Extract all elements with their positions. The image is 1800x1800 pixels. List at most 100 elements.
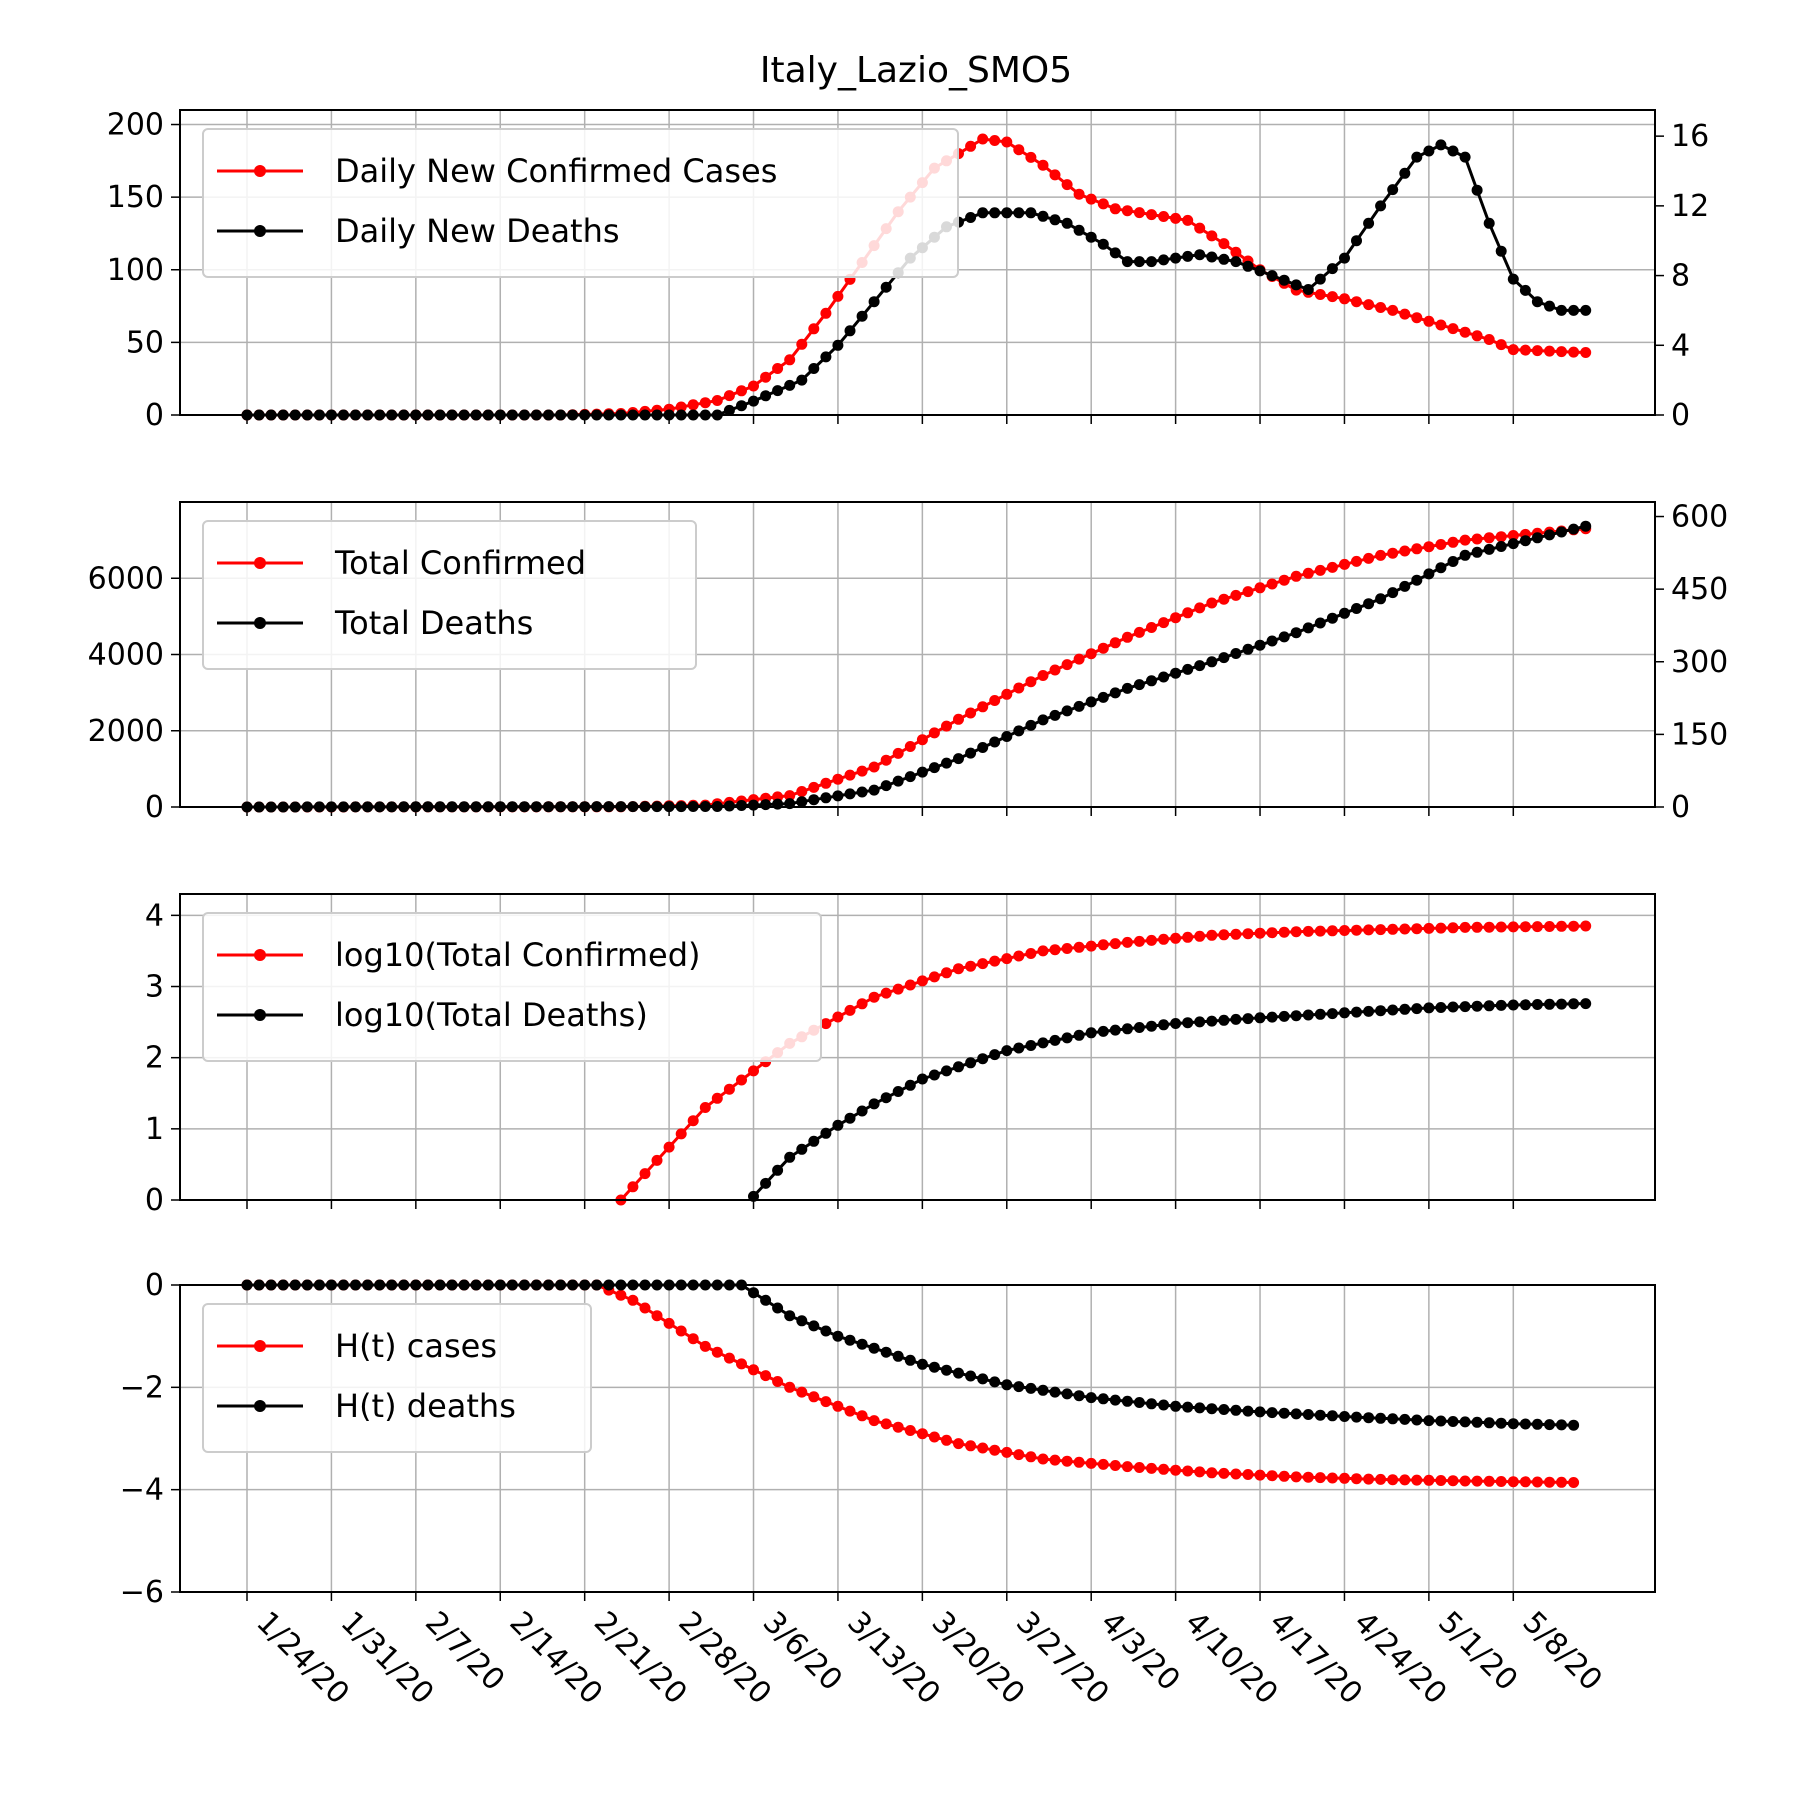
data-point	[856, 1105, 868, 1117]
data-point	[1266, 1011, 1278, 1023]
x-tick-label: 3/20/20	[925, 1605, 1032, 1712]
data-point	[1097, 238, 1109, 250]
data-point	[1580, 520, 1592, 532]
data-point	[723, 1352, 735, 1364]
data-point	[953, 1438, 964, 1450]
data-point	[1531, 532, 1543, 544]
legend-label: H(t) deaths	[335, 1387, 516, 1425]
data-point	[1423, 1002, 1435, 1014]
data-point	[1061, 1388, 1073, 1400]
data-point	[1182, 607, 1194, 619]
data-point	[1085, 193, 1097, 205]
data-point	[1242, 1013, 1254, 1025]
data-point	[1085, 648, 1097, 660]
data-point	[760, 390, 772, 402]
data-point	[1339, 252, 1350, 264]
data-point	[1025, 207, 1037, 219]
data-point	[1459, 1001, 1471, 1013]
data-point	[1399, 167, 1411, 179]
data-point	[1037, 945, 1049, 957]
data-point	[772, 1302, 784, 1314]
data-point	[1363, 299, 1375, 311]
data-point	[844, 1405, 856, 1417]
data-point	[1290, 279, 1302, 291]
data-point	[844, 1112, 856, 1124]
data-point	[1109, 203, 1121, 215]
data-point	[1435, 539, 1447, 550]
data-point	[1314, 1409, 1326, 1421]
data-point	[760, 1370, 772, 1382]
data-point	[941, 1434, 952, 1446]
data-point	[1290, 1408, 1302, 1420]
data-point	[953, 753, 964, 765]
data-point	[1459, 549, 1471, 561]
data-point	[784, 1310, 796, 1322]
data-point	[820, 1325, 832, 1337]
data-point	[1061, 179, 1073, 191]
data-point	[1387, 1004, 1399, 1016]
data-point	[856, 786, 868, 798]
data-point	[1266, 927, 1278, 939]
data-point	[1073, 224, 1085, 236]
data-point	[1146, 1462, 1157, 1474]
data-point	[1326, 561, 1338, 573]
data-point	[989, 955, 1001, 967]
data-point	[868, 784, 880, 796]
data-point	[1435, 319, 1447, 331]
data-point	[904, 1079, 916, 1091]
data-point	[1085, 1457, 1097, 1469]
data-point	[1435, 922, 1447, 934]
data-point	[1049, 1034, 1061, 1046]
data-point	[808, 1135, 820, 1147]
data-point	[1314, 1008, 1326, 1020]
data-point	[1254, 927, 1266, 939]
data-point	[1049, 944, 1061, 956]
data-point	[1206, 656, 1218, 668]
data-point	[1375, 549, 1387, 561]
data-point	[1230, 928, 1242, 940]
data-point	[1206, 251, 1218, 263]
data-point	[953, 1061, 964, 1073]
data-point	[1302, 284, 1314, 295]
data-point	[844, 788, 856, 800]
data-point	[916, 1428, 928, 1440]
data-point	[1109, 637, 1121, 649]
data-point	[1447, 556, 1459, 567]
legend-marker	[254, 617, 266, 629]
data-point	[1326, 291, 1338, 303]
data-point	[736, 1074, 747, 1086]
data-point	[1339, 558, 1350, 570]
data-point	[796, 786, 808, 797]
data-point	[1435, 139, 1447, 151]
data-point	[1001, 953, 1013, 965]
data-point	[1001, 1045, 1013, 1057]
data-point	[928, 762, 940, 774]
data-point	[965, 960, 977, 972]
data-point	[711, 395, 723, 406]
data-point	[1387, 587, 1399, 599]
chart-title: Italy_Lazio_SMO5	[760, 50, 1072, 91]
data-point	[1266, 270, 1278, 282]
data-point	[1097, 198, 1109, 210]
data-point	[844, 769, 856, 781]
data-point	[1519, 344, 1531, 356]
x-tick-label: 4/10/20	[1178, 1605, 1285, 1712]
data-point	[1097, 939, 1109, 951]
y-tick-label: −6	[120, 1575, 164, 1610]
data-point	[953, 1367, 964, 1379]
data-point	[1133, 256, 1145, 268]
data-point	[1109, 1394, 1121, 1406]
axes-frame	[179, 893, 1656, 1201]
data-point	[1363, 1412, 1375, 1424]
data-point	[1339, 1472, 1350, 1484]
data-point	[1278, 631, 1290, 643]
data-point	[1049, 214, 1061, 226]
data-point	[965, 1057, 977, 1069]
data-point	[977, 207, 989, 219]
y-tick-label: −2	[120, 1370, 164, 1405]
data-point	[699, 1340, 711, 1352]
data-point	[1435, 1475, 1447, 1486]
data-point	[1519, 1476, 1531, 1488]
data-point	[699, 397, 711, 409]
data-point	[1230, 256, 1242, 268]
